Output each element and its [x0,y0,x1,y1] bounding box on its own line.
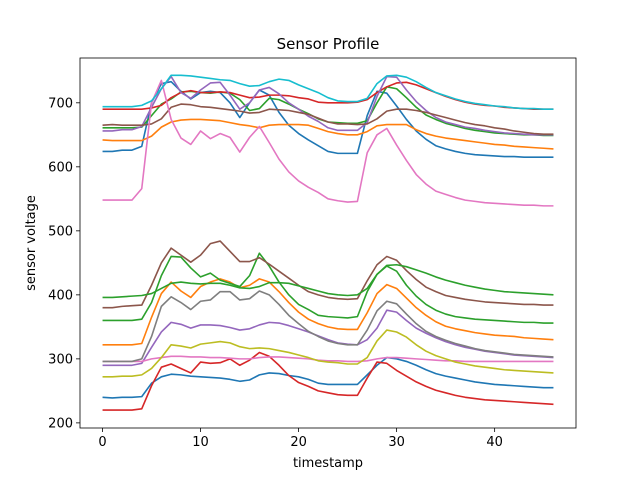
series-line-14 [102,240,554,309]
series-line-2 [102,118,554,150]
series-line-11 [102,252,554,324]
series-line-15 [102,355,554,363]
x-tick-label: 40 [486,435,503,450]
series-line-8 [102,74,554,111]
x-axis-label: timestamp [293,456,363,471]
series-line-16 [102,290,554,363]
y-tick-label: 600 [48,160,73,175]
x-tick-label: 20 [290,435,307,450]
series-line-18 [102,263,554,299]
axes-frame [79,57,577,429]
series-line-10 [102,278,554,346]
series-line-5 [102,75,554,136]
series-line-12 [102,351,554,411]
series-layer [102,74,554,411]
x-axis-ticks: 0 10 20 30 40 [98,428,503,450]
y-tick-label: 700 [48,96,73,111]
y-tick-label: 200 [48,416,73,431]
y-tick-label: 500 [48,224,73,239]
series-line-7 [102,79,554,207]
series-line-17 [102,329,554,378]
chart-title: Sensor Profile [277,35,380,53]
y-axis-label: sensor voltage [24,195,39,291]
y-axis-ticks: 200 300 400 500 600 700 [48,96,80,431]
series-line-6 [102,103,554,135]
x-tick-label: 10 [192,435,209,450]
y-tick-label: 400 [48,288,73,303]
y-tick-label: 300 [48,352,73,367]
x-tick-label: 30 [388,435,405,450]
series-line-9 [102,356,554,399]
x-tick-label: 0 [98,435,106,450]
